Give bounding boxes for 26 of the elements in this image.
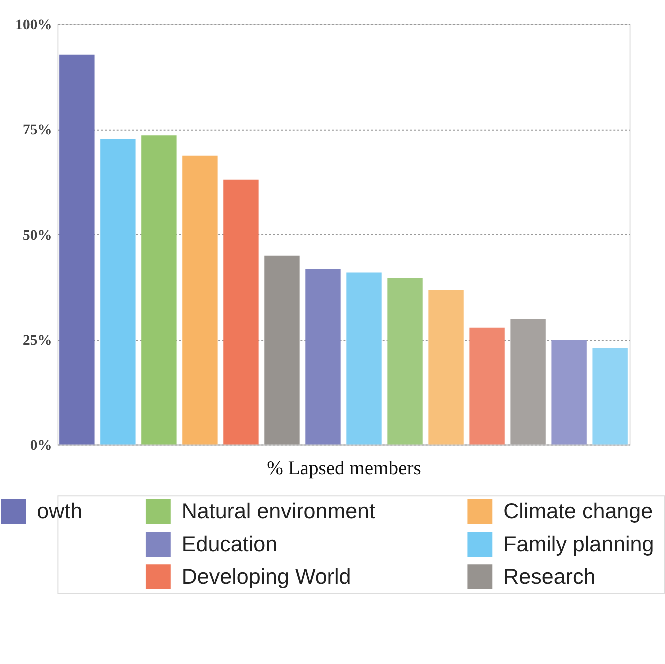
legend-label: Natural environment	[182, 500, 376, 524]
bar	[60, 54, 95, 445]
y-tick-label: 25%	[23, 332, 52, 349]
bar	[100, 139, 136, 445]
bar	[510, 319, 546, 445]
x-axis-title: % Lapsed members	[267, 458, 422, 480]
bar	[142, 136, 177, 445]
legend-label: Climate change	[504, 500, 654, 524]
bar	[592, 348, 628, 445]
bar	[224, 180, 259, 445]
bar	[346, 272, 382, 445]
legend-label: owth	[37, 500, 83, 524]
bar	[470, 328, 505, 445]
legend-label: Family planning	[504, 532, 654, 556]
bar	[182, 156, 218, 445]
y-tick-label: 0%	[30, 438, 52, 454]
bar	[388, 278, 423, 445]
legend-label: Education	[182, 532, 278, 556]
y-tick-label: 50%	[23, 228, 52, 244]
bar	[428, 290, 464, 445]
y-tick-label: 75%	[23, 122, 52, 139]
legend-label: Developing World	[182, 564, 352, 589]
bar	[552, 340, 587, 445]
y-tick-label: 100%	[16, 18, 52, 34]
bar	[306, 269, 341, 445]
legend-label: Research	[504, 564, 596, 589]
